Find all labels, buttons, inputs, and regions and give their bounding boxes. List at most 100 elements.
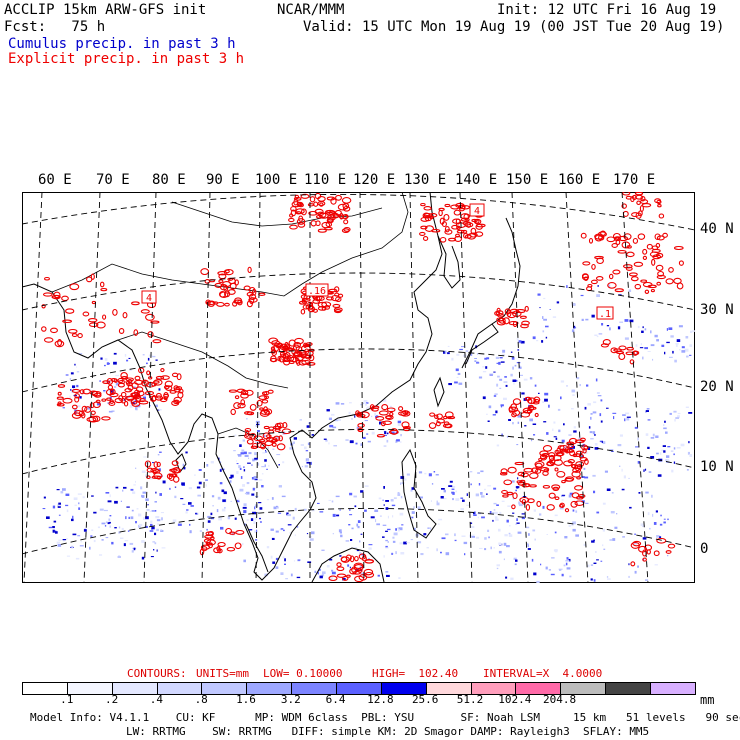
explicit-precip-contour: [527, 398, 533, 404]
cumulus-precip-cell: [585, 318, 589, 321]
cumulus-precip-cell: [572, 303, 576, 306]
cumulus-precip-cell: [138, 513, 142, 517]
model-physics: LW: RRTMG SW: RRTMG DIFF: simple KM: 2D …: [126, 725, 650, 738]
explicit-precip-contour: [96, 321, 106, 329]
explicit-precip-contour: [276, 443, 286, 451]
cumulus-precip-cell: [194, 474, 196, 476]
cumulus-precip-cell: [243, 523, 246, 526]
cumulus-precip-cell: [640, 343, 642, 346]
cumulus-precip-cell: [619, 465, 621, 467]
cumulus-precip-cell: [145, 516, 149, 520]
cumulus-precip-cell: [183, 466, 186, 470]
colorbar-tick-label: 12.8: [367, 693, 394, 706]
explicit-precip-contour: [57, 391, 62, 396]
source-label: NCAR/MMM: [277, 2, 345, 18]
cumulus-precip-cell: [474, 360, 477, 362]
explicit-precip-contour: [319, 202, 324, 207]
cumulus-precip-cell: [306, 462, 311, 464]
cumulus-precip-cell: [600, 399, 603, 402]
cumulus-precip-cell: [582, 455, 584, 457]
explicit-precip-contour: [656, 199, 662, 205]
cumulus-precip-cell: [529, 418, 533, 422]
cumulus-precip-cell: [384, 431, 387, 435]
explicit-precip-contour: [294, 350, 301, 358]
explicit-precip-contour: [354, 555, 359, 562]
cumulus-precip-cell: [553, 421, 556, 424]
cumulus-precip-cell: [423, 533, 427, 536]
cumulus-precip-cell: [597, 395, 602, 397]
cumulus-precip-cell: [97, 526, 100, 529]
cumulus-precip-cell: [440, 551, 442, 554]
cumulus-precip-cell: [543, 421, 547, 423]
cumulus-precip-cell: [385, 545, 388, 549]
cumulus-precip-cell: [645, 579, 649, 581]
explicit-precip-contour: [448, 237, 457, 242]
cumulus-precip-cell: [391, 552, 393, 555]
cumulus-precip-cell: [470, 483, 472, 486]
cumulus-precip-cell: [517, 349, 520, 351]
cumulus-precip-cell: [182, 463, 185, 467]
explicit-precip-contour: [293, 197, 302, 201]
explicit-precip-contour: [428, 422, 437, 429]
explicit-precip-contour: [554, 467, 559, 472]
cumulus-precip-cell: [157, 523, 160, 525]
cumulus-precip-cell: [599, 413, 602, 417]
cumulus-precip-cell: [150, 520, 153, 524]
cumulus-precip-cell: [276, 454, 281, 456]
cumulus-precip-cell: [131, 509, 134, 512]
cumulus-precip-cell: [78, 353, 83, 355]
cumulus-precip-cell: [571, 389, 576, 393]
cumulus-precip-cell: [382, 499, 384, 501]
cumulus-precip-cell: [554, 531, 557, 534]
cumulus-precip-cell: [495, 356, 499, 359]
cumulus-precip-cell: [481, 495, 485, 498]
cumulus-precip-cell: [565, 562, 568, 566]
cumulus-precip-cell: [555, 549, 558, 553]
cumulus-precip-cell: [360, 490, 364, 493]
cumulus-precip-cell: [205, 484, 207, 487]
cumulus-precip-cell: [500, 543, 502, 547]
cumulus-precip-cell: [548, 569, 551, 571]
cumulus-precip-cell: [654, 564, 658, 566]
cumulus-precip-cell: [517, 414, 522, 418]
cumulus-precip-cell: [151, 510, 156, 512]
cumulus-precip-cell: [509, 525, 511, 527]
cumulus-precip-cell: [484, 488, 486, 491]
cumulus-precip-cell: [239, 488, 244, 492]
cumulus-precip-cell: [328, 417, 332, 420]
cumulus-precip-cell: [572, 528, 576, 532]
colorbar-tick-label: 51.2: [456, 693, 484, 706]
explicit-precip-contour: [633, 261, 644, 267]
cumulus-precip-cell: [126, 359, 129, 362]
cumulus-precip-cell: [514, 364, 517, 367]
explicit-precip-contour: [571, 470, 581, 478]
cumulus-precip-cell: [561, 499, 564, 501]
explicit-precip-contour: [175, 386, 183, 391]
cumulus-precip-cell: [197, 494, 201, 497]
explicit-precip-contour: [651, 258, 656, 266]
explicit-precip-contour: [330, 197, 337, 205]
cumulus-precip-cell: [77, 535, 81, 537]
cumulus-precip-cell: [74, 504, 77, 506]
explicit-precip-contour: [300, 193, 310, 199]
cumulus-precip-cell: [138, 524, 141, 528]
cumulus-precip-cell: [195, 512, 197, 515]
cumulus-precip-cell: [578, 437, 582, 440]
explicit-precip-contour: [123, 400, 129, 407]
explicit-precip-contour: [511, 504, 516, 510]
cumulus-precip-cell: [276, 506, 279, 509]
explicit-precip-contour: [640, 195, 646, 202]
explicit-precip-contour: [470, 227, 477, 235]
cumulus-precip-cell: [532, 336, 536, 340]
cumulus-precip-cell: [515, 489, 517, 492]
explicit-precip-contour: [226, 546, 236, 552]
cumulus-precip-cell: [154, 501, 157, 503]
cumulus-precip-cell: [199, 530, 202, 532]
cumulus-precip-cell: [527, 548, 531, 550]
cumulus-precip-cell: [233, 450, 236, 452]
explicit-precip-contour: [301, 299, 307, 304]
cumulus-precip-cell: [397, 527, 399, 529]
cumulus-precip-cell: [331, 569, 334, 572]
explicit-precip-contour: [650, 288, 655, 293]
explicit-precip-contour: [657, 204, 662, 208]
